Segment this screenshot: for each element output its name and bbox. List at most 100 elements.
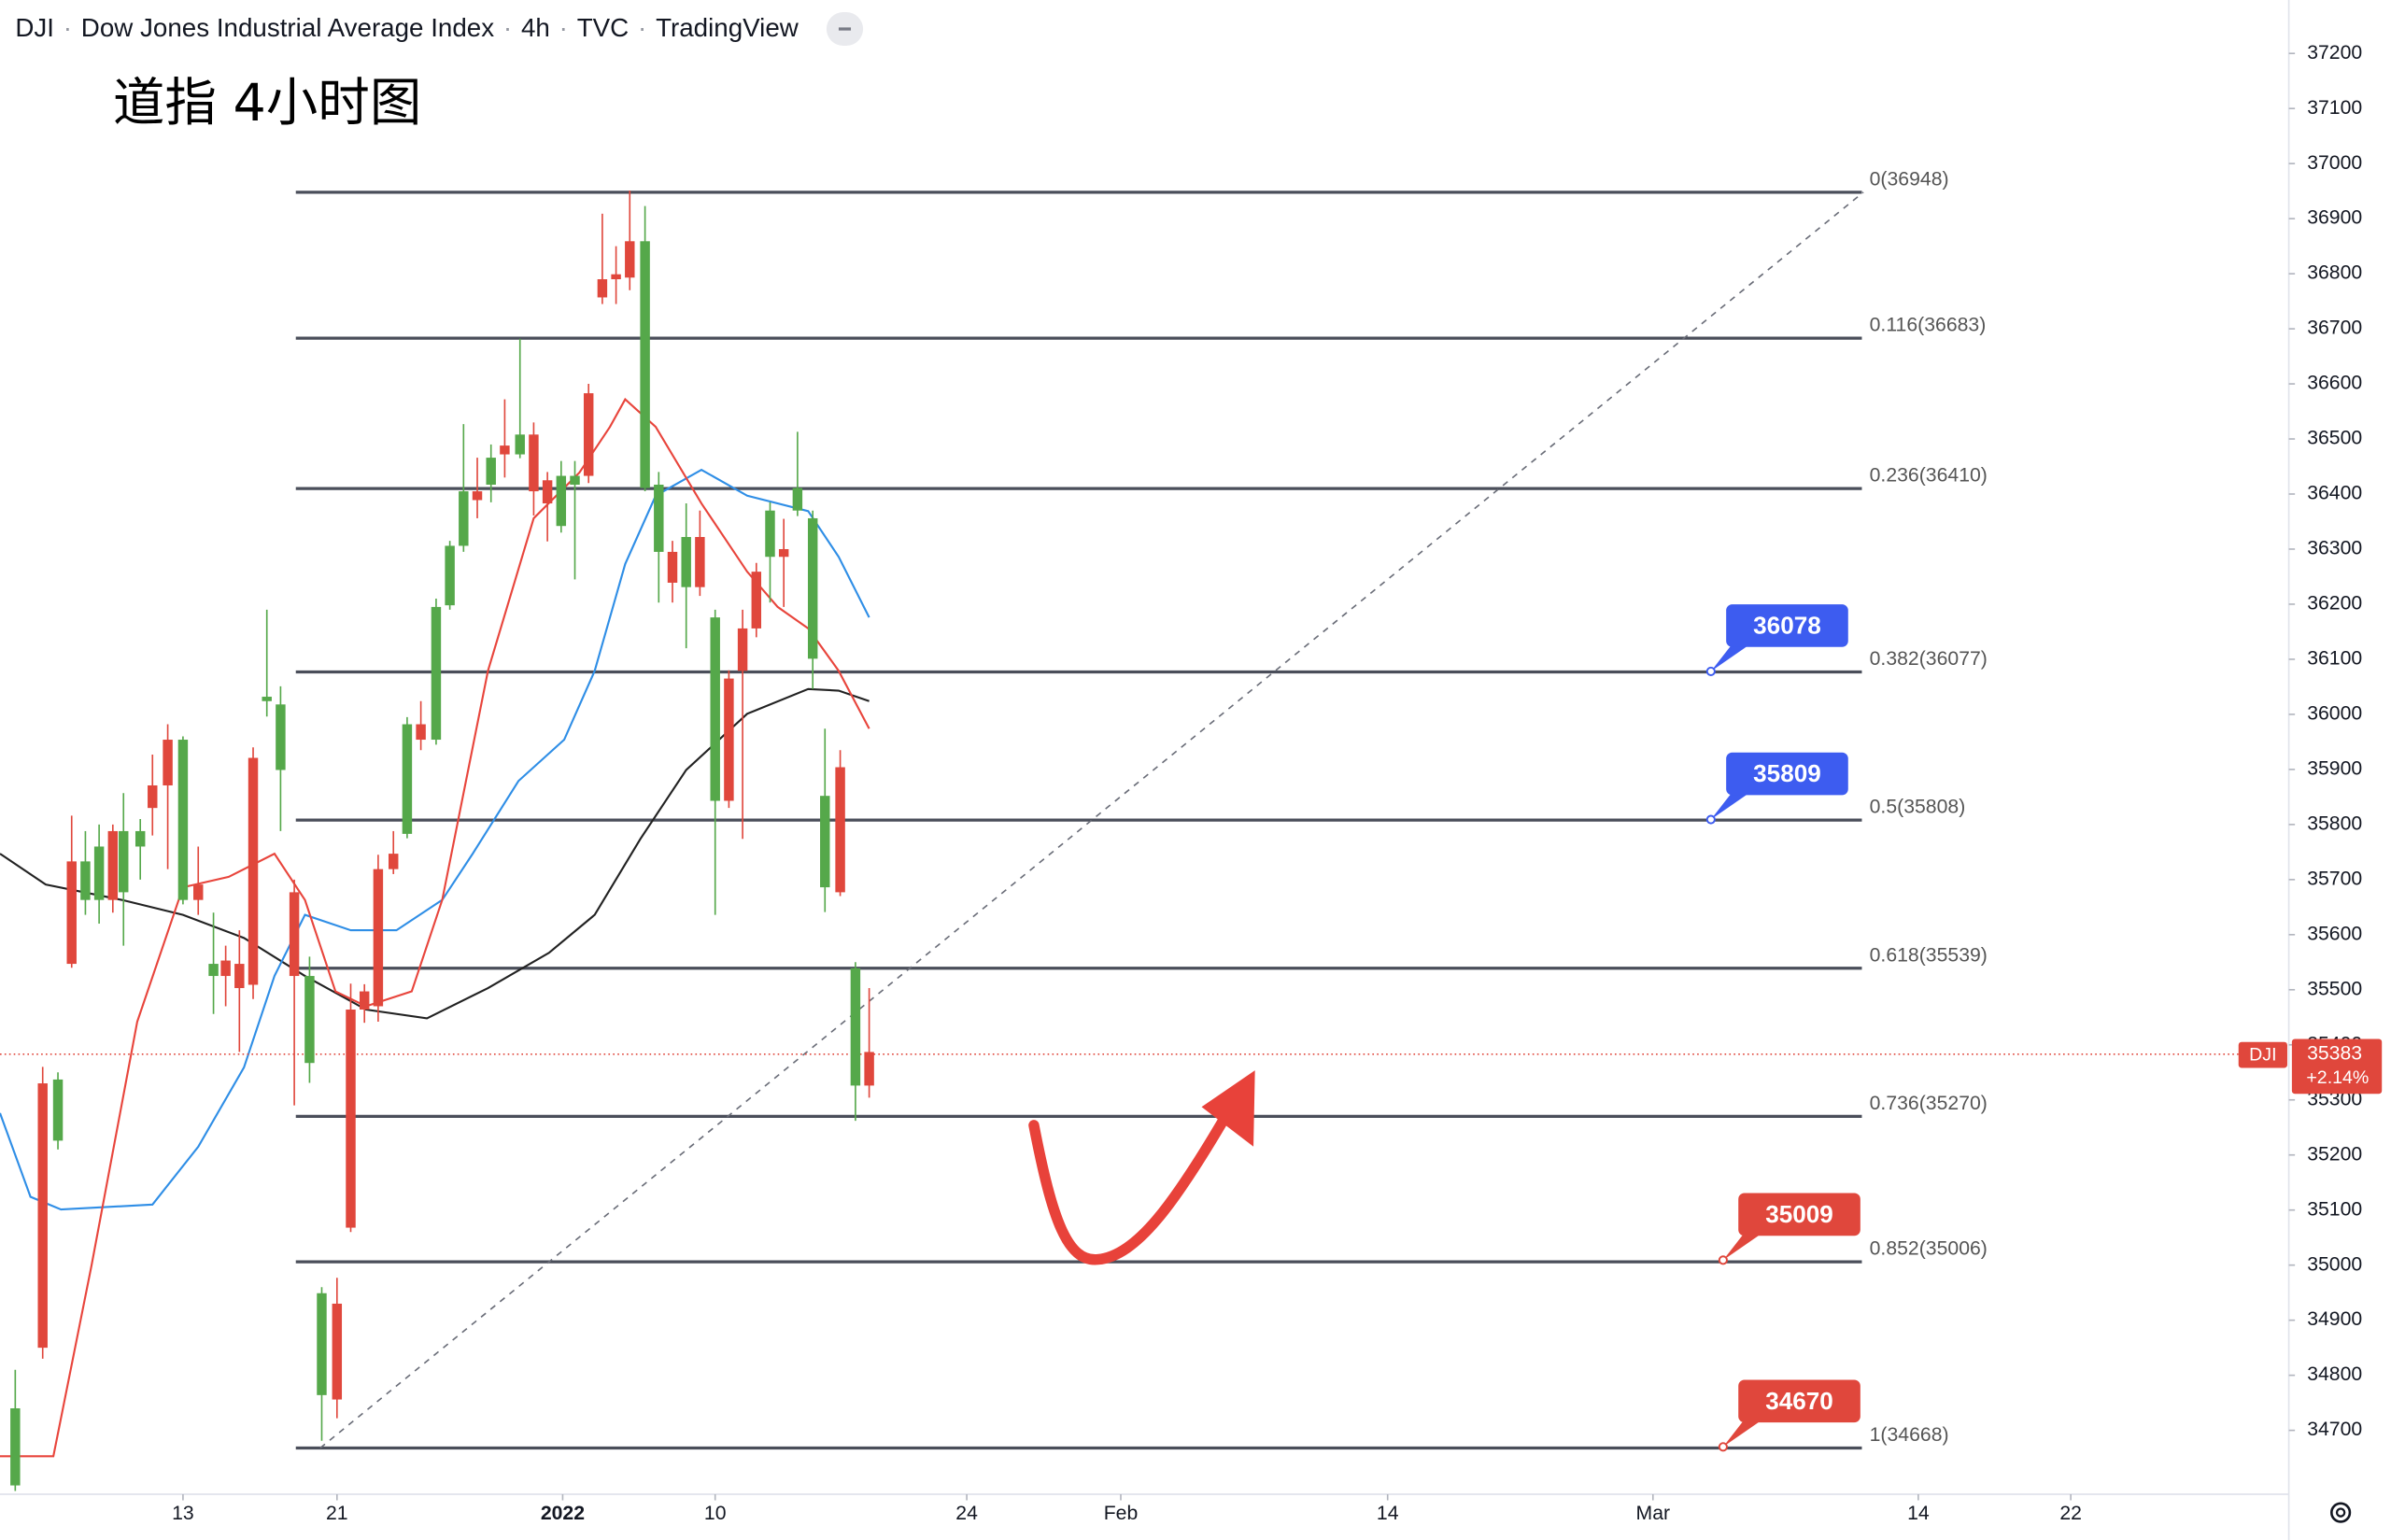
candle-body (515, 434, 525, 455)
candle-body (820, 796, 830, 888)
y-tick-label: 35600 (2307, 923, 2362, 944)
x-tick-label: 2022 (541, 1503, 585, 1524)
symbol[interactable]: DJI (15, 13, 54, 43)
candle-body (359, 991, 370, 1010)
fib-label: 0.116(36683) (1870, 315, 1987, 336)
last-price: 35383 (2307, 1042, 2362, 1064)
callout-label: 34670 (1765, 1387, 1833, 1415)
callout-box (1738, 1193, 1860, 1236)
candle-body (583, 393, 594, 476)
trend-line (319, 191, 1864, 1449)
collapse-button[interactable] (826, 12, 863, 46)
candle-body (778, 548, 789, 558)
candle-body (346, 1010, 356, 1228)
candle-body (148, 784, 158, 809)
candle-body (289, 892, 300, 977)
candle-body (93, 846, 105, 900)
separator (550, 14, 577, 45)
separator (494, 14, 521, 45)
y-tick-label: 36800 (2307, 262, 2362, 284)
settings-icon[interactable] (2330, 1502, 2352, 1523)
y-tick-label: 36300 (2307, 538, 2362, 559)
x-tick-label: 24 (955, 1503, 978, 1524)
y-tick-label: 36600 (2307, 373, 2362, 394)
fib-label: 0.852(35006) (1870, 1238, 1988, 1260)
candle-body (792, 487, 803, 511)
arrow-head (1201, 1070, 1255, 1147)
fib-label: 0.382(36077) (1870, 648, 1988, 670)
last-change: +2.14% (2306, 1067, 2369, 1088)
candle-body (373, 869, 384, 1007)
x-tick-label: Feb (1104, 1503, 1139, 1524)
candle-body (486, 458, 496, 485)
candle-body (864, 1052, 874, 1086)
candle-body (667, 551, 678, 583)
callout-pointer (1710, 792, 1751, 820)
callout-anchor (1705, 666, 1716, 676)
y-tick-label: 34700 (2307, 1419, 2362, 1440)
y-tick-label: 36000 (2307, 703, 2362, 725)
candle-body (389, 854, 399, 869)
candle-body (807, 517, 818, 659)
line-series (0, 687, 870, 1020)
candle-body (695, 537, 705, 587)
interval[interactable]: 4h (520, 13, 550, 43)
y-tick-label: 37100 (2307, 97, 2362, 119)
y-tick-label: 37200 (2307, 42, 2362, 64)
callout-pointer (1722, 1419, 1763, 1448)
x-tick-label: 14 (1377, 1503, 1399, 1524)
symbol-header: DJI Dow Jones Industrial Average Index 4… (15, 12, 863, 46)
candle-body (134, 830, 146, 847)
y-tick-label: 36500 (2307, 428, 2362, 449)
candle-body (66, 861, 77, 965)
callout-anchor (1718, 1442, 1728, 1452)
candle-body (570, 475, 580, 485)
candle-body (317, 1293, 327, 1395)
y-tick-label: 35500 (2307, 978, 2362, 999)
y-tick-label: 35900 (2307, 757, 2362, 779)
candle-body (724, 678, 734, 801)
drawn-arrow (1028, 1108, 1233, 1265)
chart-title: 道指 4小时图 (112, 73, 422, 134)
callout-pointer (1710, 643, 1751, 671)
callout-box (1738, 1379, 1860, 1423)
line-series (0, 397, 870, 1458)
separator (629, 14, 656, 45)
candle-body (835, 767, 845, 893)
candle-body (542, 480, 553, 504)
callout-anchor (1705, 814, 1716, 825)
last-symbol: DJI (2249, 1045, 2276, 1066)
candle-body (751, 572, 762, 629)
fib-label: 0.736(35270) (1870, 1093, 1988, 1114)
candle-body (459, 491, 469, 546)
callout-box (1726, 604, 1848, 647)
platform: TradingView (656, 13, 799, 43)
fib-label: 1(34668) (1870, 1424, 1949, 1446)
candle-body (52, 1079, 64, 1141)
candle-body (276, 704, 286, 770)
y-tick-label: 36400 (2307, 483, 2362, 504)
x-tick-label: 10 (704, 1503, 727, 1524)
candle-body (765, 510, 775, 558)
candle-body (248, 757, 259, 985)
y-tick-label: 36100 (2307, 648, 2362, 670)
candle-body (640, 241, 650, 488)
plot-area: 0(36948) 0.116(36683) 0.236(36410) 0.382(36… (0, 168, 2287, 1491)
separator (54, 14, 81, 45)
candle-body (10, 1407, 21, 1486)
candle-body (556, 475, 567, 527)
y-tick-label: 36900 (2307, 207, 2362, 229)
candle-body (304, 976, 315, 1064)
candle-body (654, 484, 664, 552)
candle-body (119, 830, 129, 893)
x-tick-label: 22 (2059, 1503, 2082, 1524)
callout-label: 36078 (1753, 611, 1821, 639)
fib-label: 0.5(35808) (1870, 797, 1966, 818)
candle-body (416, 724, 426, 741)
line-series (0, 468, 870, 1211)
candle-body (262, 697, 272, 701)
x-tick-label: Mar (1636, 1503, 1671, 1524)
candle-body (472, 491, 483, 501)
callout-pointer (1722, 1232, 1763, 1261)
